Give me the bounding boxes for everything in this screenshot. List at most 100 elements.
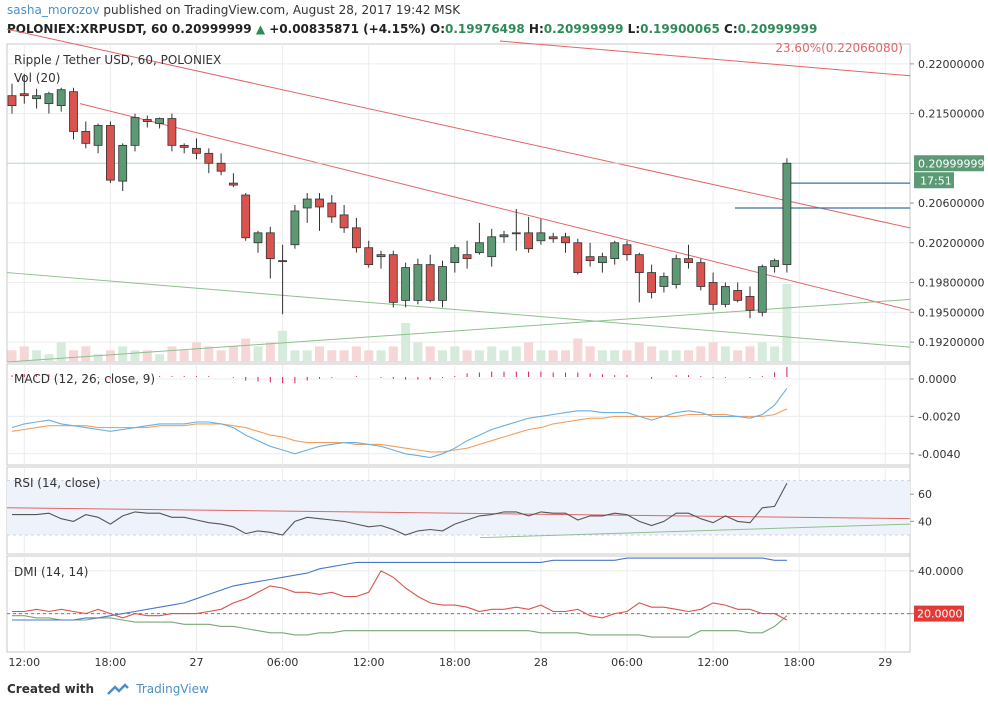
volume-bar — [462, 350, 472, 362]
rsi-pane[interactable]: RSI (14, close) — [6, 476, 911, 539]
volume-bar — [573, 338, 583, 362]
candle-body — [228, 182, 238, 186]
rsi-band — [7, 480, 910, 535]
volume-bar — [7, 350, 17, 362]
x-tick-label: 27 — [190, 656, 204, 669]
volume-bar — [265, 342, 275, 362]
macd-pane[interactable]: MACD (12, 26, close, 9) — [11, 367, 788, 459]
price-tick-label: 0.20600000 — [918, 197, 984, 210]
publish-info: sasha_morozov published on TradingView.c… — [7, 3, 460, 17]
indicator-tick-label: -0.0020 — [918, 410, 960, 423]
volume-bar — [155, 354, 165, 362]
candle-body — [44, 93, 54, 105]
volume-label: Vol (20) — [14, 71, 60, 85]
x-tick-label: 12:00 — [8, 656, 40, 669]
candle-body — [438, 266, 447, 301]
candle-body — [216, 162, 226, 172]
price-pane[interactable]: Ripple / Tether USD, 60, POLONIEX Vol (20… — [6, 28, 911, 363]
candle-body — [548, 236, 558, 240]
volume-bar — [524, 342, 534, 362]
volume-bar — [142, 350, 152, 362]
tradingview-logo-icon — [107, 682, 130, 695]
price-tick-label: 0.22000000 — [918, 58, 984, 71]
volume-bar — [167, 346, 177, 362]
x-tick-label: 06:00 — [267, 656, 299, 669]
volume-bar — [364, 350, 374, 362]
candle-body — [241, 194, 251, 239]
candle-body — [142, 119, 152, 122]
volume-bar — [339, 350, 349, 362]
candle-body — [327, 202, 337, 218]
trend-line-top — [499, 40, 911, 77]
candle-body — [339, 214, 349, 229]
candle-body — [69, 91, 78, 132]
candle-body — [733, 290, 743, 301]
candle-body — [290, 210, 300, 246]
volume-bar — [733, 350, 743, 362]
x-tick-label: 12:00 — [697, 656, 729, 669]
indicator-tick-label: -0.0040 — [918, 448, 960, 461]
ohlc-header: POLONIEX:XRPUSDT, 60 0.20999999 ▲ +0.008… — [7, 22, 817, 36]
fib-label: 23.60%(0.22066080) — [775, 41, 903, 55]
volume-bar — [351, 346, 361, 362]
candle-body — [302, 198, 312, 209]
volume-bar — [278, 330, 288, 362]
volume-bar — [622, 350, 632, 362]
candle-body — [56, 89, 66, 107]
candle-body — [708, 282, 718, 305]
low-label: L: — [627, 22, 641, 36]
volume-bar — [105, 350, 115, 362]
candle-body — [462, 254, 472, 260]
rsi-support-line — [479, 523, 911, 539]
volume-bar — [130, 350, 140, 362]
dmi-pane[interactable]: DMI (14, 14) — [7, 557, 910, 638]
dmi-value-label: 20.0000 — [917, 608, 963, 621]
candle-body — [204, 152, 214, 164]
volume-bar — [499, 350, 509, 362]
volume-bar — [216, 350, 226, 362]
rsi-trend-line — [6, 507, 911, 520]
author-link[interactable]: sasha_morozov — [7, 3, 100, 17]
volume-bar — [69, 350, 78, 362]
volume-bar — [44, 354, 54, 362]
candle-body — [450, 247, 460, 264]
dmi-plus-line — [12, 570, 788, 621]
volume-bar — [192, 342, 201, 362]
tradingview-brand-link[interactable]: TradingView — [136, 682, 209, 696]
candle-body — [487, 236, 497, 258]
volume-bar — [438, 350, 447, 362]
volume-bar — [401, 323, 411, 362]
volume-bar — [388, 346, 398, 362]
candle-body — [413, 264, 423, 301]
candle-body — [474, 242, 484, 254]
volume-bar — [610, 350, 620, 362]
candle-body — [647, 272, 656, 293]
candle-body — [770, 260, 779, 268]
price-tick-label: 0.21500000 — [918, 108, 984, 121]
candle-body — [32, 95, 41, 100]
candle-body — [782, 162, 792, 266]
price-pane-title: Ripple / Tether USD, 60, POLONIEX — [14, 53, 221, 67]
indicator-tick-label: 40.0000 — [918, 565, 964, 578]
last-price-badge — [914, 155, 984, 172]
candle-body — [167, 118, 177, 146]
open-label: O: — [430, 22, 446, 36]
dmi-minus-line — [12, 615, 788, 638]
indicator-tick-label: 40 — [918, 515, 932, 528]
volume-bar — [647, 346, 657, 362]
adx-line — [12, 557, 787, 621]
footer: Created with TradingView — [7, 682, 209, 697]
trend-line-channel-upper — [6, 28, 911, 229]
pane-border — [6, 555, 911, 653]
countdown-badge — [914, 172, 954, 189]
close-label: C: — [724, 22, 738, 36]
volume-bar — [81, 346, 91, 362]
candle-body — [622, 244, 632, 256]
volume-bar — [302, 350, 312, 362]
volume-bar — [19, 346, 29, 362]
price-tick-label: 0.20200000 — [918, 237, 984, 250]
candle-body — [524, 232, 533, 250]
volume-bar — [241, 338, 251, 362]
candle-body — [659, 276, 669, 287]
